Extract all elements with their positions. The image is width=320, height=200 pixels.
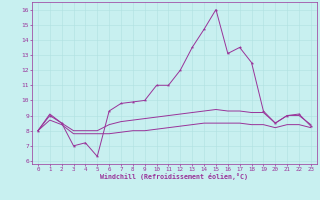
- X-axis label: Windchill (Refroidissement éolien,°C): Windchill (Refroidissement éolien,°C): [100, 173, 248, 180]
